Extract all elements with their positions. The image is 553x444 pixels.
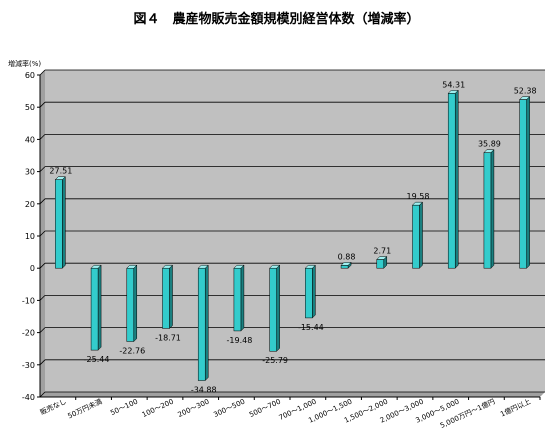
bar: [519, 99, 527, 269]
bar-top: [269, 264, 281, 269]
plot-floor: [40, 392, 545, 397]
grid-line-depth: [39, 327, 46, 333]
bar: [376, 259, 385, 269]
bar: [233, 267, 242, 332]
bar-side: [240, 264, 245, 332]
bar: [55, 179, 63, 269]
data-label: -19.48: [227, 336, 253, 345]
y-tick-label: 20: [25, 200, 35, 209]
bar-side: [312, 264, 316, 319]
bar-side: [490, 149, 495, 269]
bar-side: [204, 264, 209, 382]
bar-top: [233, 264, 245, 269]
bar: [340, 265, 349, 269]
grid-line-depth: [39, 391, 46, 398]
bar: [447, 93, 456, 269]
bar-side: [133, 264, 138, 343]
grid-line-depth: [39, 359, 46, 366]
data-label: 27.51: [49, 167, 72, 176]
data-label: -15.44: [298, 323, 324, 332]
y-tick-label: 10: [25, 232, 35, 241]
bar: [162, 267, 170, 329]
chart-title: 図４ 農産物販売金額規模別経営体数（増減率）: [133, 12, 420, 27]
x-tick-label: 50～100: [109, 398, 139, 418]
x-tick-label: 500～700: [248, 398, 282, 420]
y-axis-title: 増減率(%): [8, 59, 41, 68]
bar-top: [340, 262, 352, 266]
bar-top: [54, 176, 66, 180]
data-label: -18.71: [155, 333, 181, 342]
data-label: -34.88: [191, 386, 217, 395]
x-tick-label: 50万円未満: [66, 397, 103, 421]
data-label: -25.44: [84, 355, 110, 364]
bar-top: [304, 264, 316, 269]
data-label: 35.89: [478, 140, 501, 149]
bar: [269, 267, 277, 352]
grid-line-depth: [39, 198, 46, 205]
bar-top: [483, 149, 495, 153]
bar: [483, 152, 492, 269]
data-label: 52.38: [514, 87, 537, 96]
x-tick-label: 1億円以上: [499, 397, 532, 419]
grid-line-depth: [39, 134, 46, 140]
x-tick-label: 100～200: [141, 398, 175, 420]
data-labels: 27.51 -25.44 -22.76 -18.71 -34.88 -19.48 -25.7…: [49, 80, 536, 394]
bar: [412, 204, 420, 269]
bar-top: [519, 96, 531, 100]
bar-side: [419, 201, 423, 269]
bar-top: [126, 264, 138, 269]
bar-top: [197, 264, 209, 269]
x-tick-label: 200～300: [177, 398, 211, 420]
y-tick-label: 50: [25, 103, 35, 112]
bar-side: [276, 264, 280, 352]
grid-line-depth: [39, 230, 46, 237]
y-tick-label: -10: [22, 296, 35, 305]
bar-top: [447, 90, 459, 94]
bar-side: [169, 264, 173, 330]
bar: [90, 267, 99, 351]
data-label: 19.58: [407, 192, 430, 201]
data-label: 54.31: [442, 80, 465, 89]
x-tick-label: 300～500: [212, 398, 246, 420]
y-tick-label: -40: [22, 393, 35, 402]
y-tick-label: 60: [25, 71, 35, 80]
grid-line-depth: [39, 295, 46, 301]
data-label: 0.88: [338, 252, 356, 261]
bar-top: [376, 256, 388, 260]
bar-top: [161, 264, 174, 269]
y-tick-label: -20: [22, 329, 35, 338]
data-label: -25.79: [262, 356, 288, 365]
bar-top: [411, 201, 424, 206]
bars: [54, 89, 531, 382]
grid-line-depth: [39, 262, 46, 269]
y-tick-label: 40: [25, 135, 35, 144]
bar-side: [454, 89, 459, 269]
y-tick-label: 0: [30, 264, 35, 273]
y-tick-label: 30: [25, 168, 35, 177]
bar-top: [90, 264, 102, 269]
bar-side: [526, 95, 530, 269]
bar-side: [97, 264, 102, 351]
x-tick-label: 販売なし: [39, 397, 68, 417]
data-label: -22.76: [119, 346, 145, 355]
grid-line-depth: [39, 69, 46, 76]
data-label: 2.71: [373, 246, 391, 255]
grid-line-depth: [39, 166, 46, 172]
bar: [197, 267, 206, 381]
y-tick-label: -30: [22, 361, 35, 370]
bar-side: [62, 176, 66, 269]
axes: [37, 74, 541, 400]
grid-line-depth: [39, 101, 46, 108]
bar: [305, 267, 313, 319]
grid-lines: [39, 69, 545, 398]
bar: [126, 267, 135, 342]
